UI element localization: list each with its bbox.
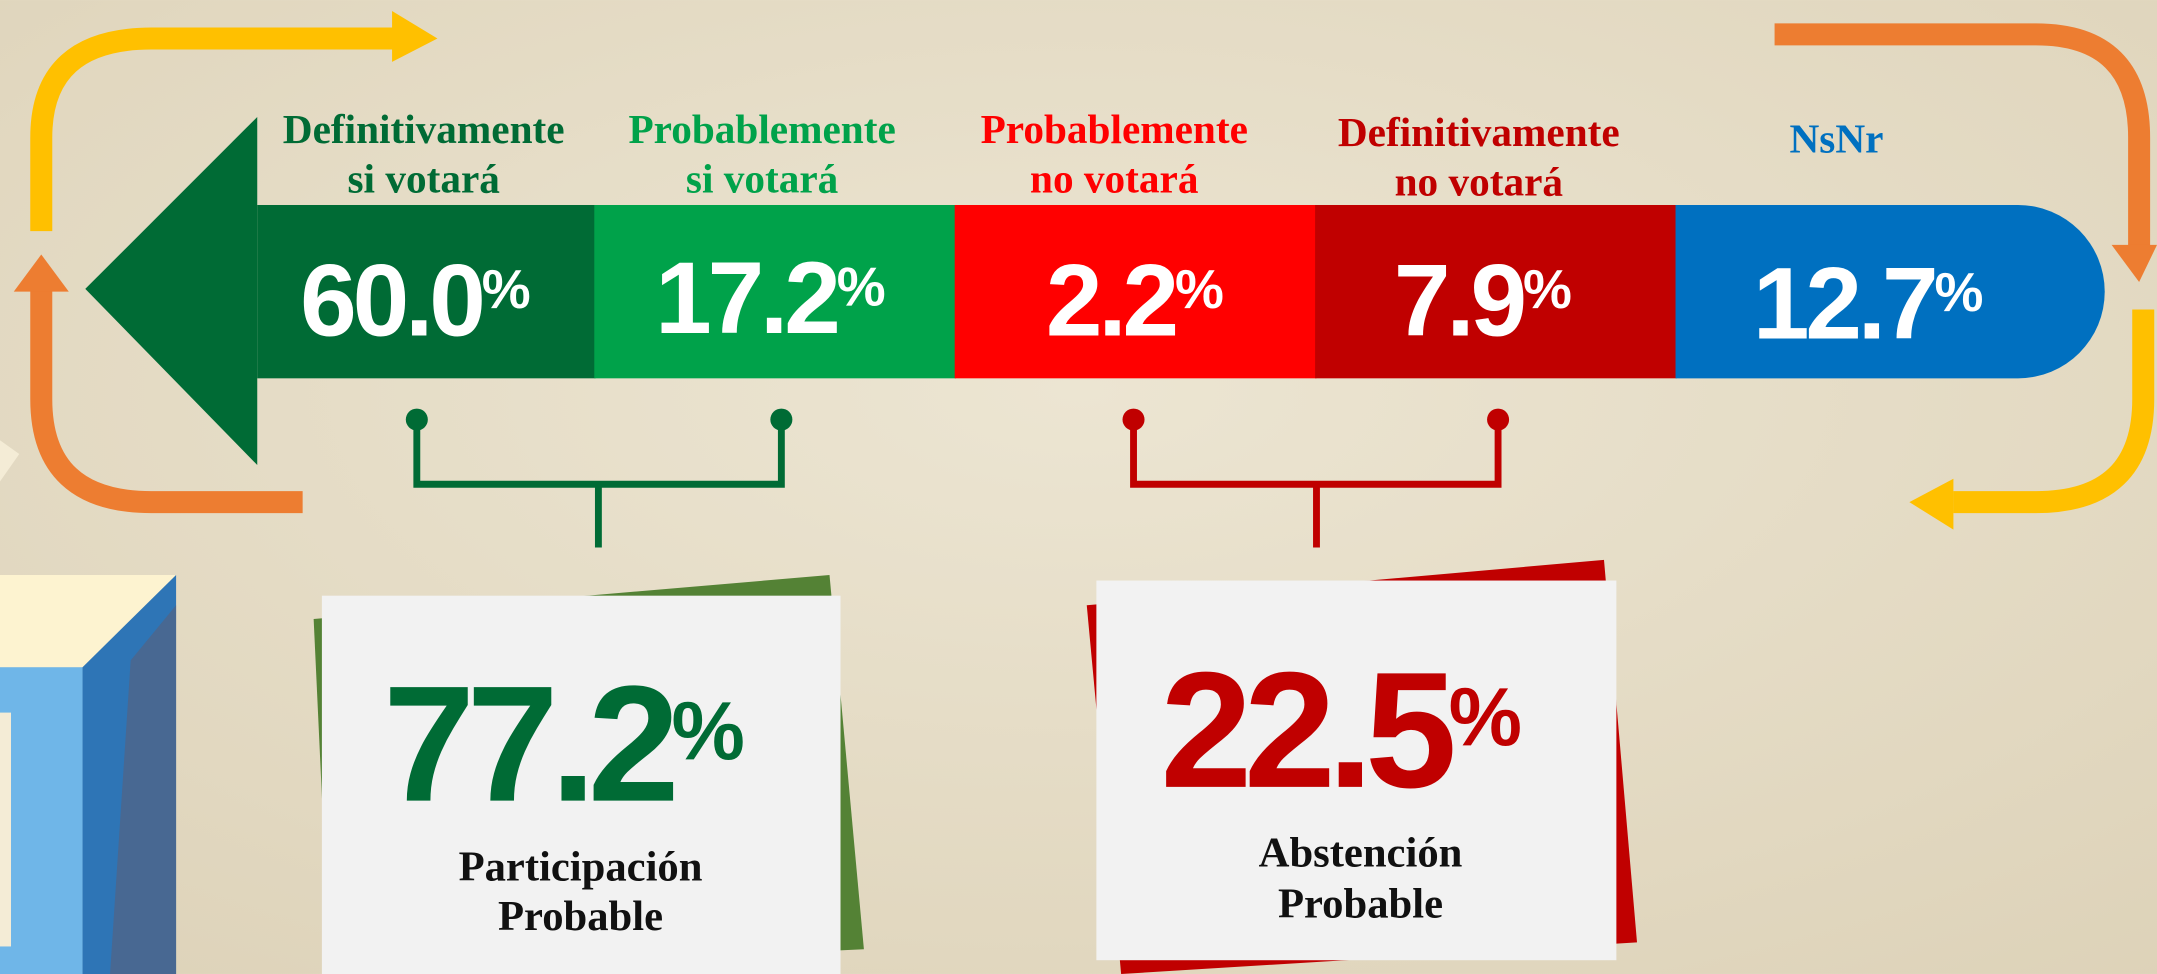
value: 7.9 <box>1394 244 1524 358</box>
summary-label: Probable <box>1278 881 1443 928</box>
arrowhead <box>1909 478 1954 530</box>
segment-label: Probablemente <box>981 106 1248 152</box>
summary-label: Probable <box>498 893 663 940</box>
ballot-box <box>0 440 177 974</box>
unit: % <box>1449 672 1522 764</box>
segment-label: si votará <box>686 156 838 202</box>
card <box>1096 580 1617 961</box>
value: 60.0 <box>300 244 482 358</box>
unit: % <box>671 685 744 777</box>
cycle-arrows <box>30 23 2155 514</box>
unit: % <box>1934 261 1983 323</box>
segment <box>257 204 596 379</box>
arrow-head <box>85 116 258 465</box>
summary-value: 77.2% <box>383 652 745 836</box>
segment <box>1315 204 1677 379</box>
segment-label: NsNr <box>1789 116 1883 162</box>
segment-value: 7.9% <box>1394 244 1572 358</box>
summary-label: Participación <box>459 843 703 890</box>
card <box>321 595 841 974</box>
summary-value: 22.5% <box>1160 638 1522 822</box>
summary-label: Abstención <box>1259 830 1463 877</box>
arrowhead <box>2111 244 2157 283</box>
bracket <box>413 419 785 548</box>
arrowhead <box>392 11 438 62</box>
value: 12.7 <box>1753 246 1935 360</box>
segment-label: no votará <box>1030 156 1198 202</box>
segment <box>954 204 1317 379</box>
segment-label: si votará <box>348 156 500 202</box>
segment-label: no votará <box>1395 158 1563 204</box>
value: 17.2 <box>655 241 837 355</box>
unit: % <box>837 255 886 317</box>
unit: % <box>1523 258 1572 320</box>
segment <box>594 204 957 379</box>
segment-value: 2.2% <box>1046 244 1224 358</box>
segment-value: 17.2% <box>655 241 886 355</box>
unit: % <box>1175 258 1224 320</box>
bracket-dot <box>1122 408 1145 431</box>
value: 2.2 <box>1046 244 1176 358</box>
segment-label: Definitivamente <box>1338 109 1620 155</box>
segment-label: Probablemente <box>628 106 895 152</box>
segment-value: 60.0% <box>300 244 531 358</box>
segment-label: Definitivamente <box>283 106 565 152</box>
bracket <box>1130 419 1502 548</box>
value: 22.5 <box>1160 638 1453 822</box>
unit: % <box>482 258 531 320</box>
segment <box>1675 204 2105 379</box>
value: 77.2 <box>383 652 674 836</box>
arrowhead <box>13 254 69 292</box>
bracket-dot <box>770 408 793 431</box>
bracket-dot <box>1487 408 1510 431</box>
bracket-dot <box>405 408 428 431</box>
segment-value: 12.7% <box>1753 246 1984 360</box>
